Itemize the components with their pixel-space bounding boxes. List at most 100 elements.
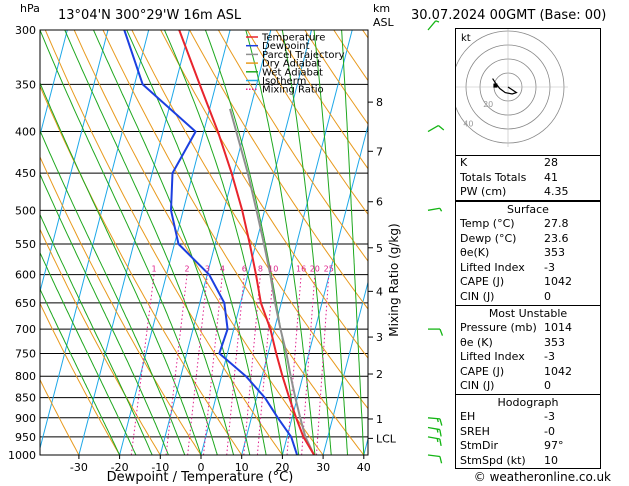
hodograph-table-title: Hodograph [497, 396, 559, 409]
dry-adiabat [40, 302, 121, 455]
wet-adiabat [40, 172, 169, 455]
wind-barb-flag [439, 207, 443, 212]
x-tick-label: -30 [70, 461, 88, 474]
legend-label: Dewpoint [262, 41, 310, 52]
wet-adiabat [40, 213, 153, 455]
wind-barb-flag [436, 438, 439, 443]
wet-adiabat [341, 30, 365, 455]
totals-totals-value: 41 [544, 170, 558, 184]
wind-barb-flag [439, 328, 444, 336]
totals-totals-label: Totals Totals [460, 170, 527, 184]
datetime-title: 30.07.2024 00GMT (Base: 00) [411, 8, 607, 23]
altitude-tick-label: 3 [376, 331, 383, 344]
altitude-tick-label: LCL [376, 432, 397, 445]
temperature-line [178, 30, 315, 455]
isotherm-line [241, 30, 353, 455]
hodograph-table: Hodograph EH -3 SREH -0 StmDir 97° StmSpd (… [455, 394, 601, 470]
copyright-link[interactable]: © weatheronline.co.uk [473, 470, 611, 484]
altitude-tick-label: 1 [376, 413, 383, 426]
legend-label: Isotherm [262, 76, 306, 87]
wind-barb [427, 207, 440, 211]
mixing-ratio-label: 4 [220, 265, 225, 274]
stmspd-label: StmSpd (kt) [460, 453, 526, 467]
mixing-ratio-label: 25 [324, 265, 334, 274]
x-tick-label: 30 [316, 461, 330, 474]
pressure-tick-label: 500 [15, 204, 36, 217]
x-tick-label: -20 [111, 461, 129, 474]
x-tick-label: 0 [198, 461, 205, 474]
mixing-ratio-label: 20 [310, 265, 320, 274]
mixing-ratio-label: 1 [152, 265, 157, 274]
surface-thetae-label: θe(K) [460, 246, 490, 260]
mu-li-value: -3 [544, 350, 555, 364]
mu-cape-label: CAPE (J) [460, 364, 505, 378]
surface-temp-value: 27.8 [544, 217, 569, 230]
x-axis-label: Dewpoint / Temperature (°C) [107, 470, 294, 485]
mixing-ratio-label: 8 [258, 265, 263, 274]
altitude-tick-label: 8 [376, 96, 383, 109]
mu-thetae-value: 353 [544, 335, 565, 349]
wind-barb [427, 20, 437, 31]
mu-pressure-value: 1014 [544, 321, 572, 334]
wind-barb-flag [435, 20, 440, 23]
pressure-tick-label: 750 [15, 347, 36, 360]
pressure-tick-label: 400 [15, 126, 36, 139]
wet-adiabat [40, 30, 218, 455]
isotherm-line [200, 30, 312, 455]
pw-label: PW (cm) [460, 185, 507, 199]
wet-adiabat [313, 30, 348, 455]
mixing-ratio-line [226, 274, 245, 455]
x-tick-label: 20 [275, 461, 289, 474]
surface-thetae-value: 353 [544, 246, 565, 260]
wet-adiabat [93, 30, 251, 455]
pressure-tick-label: 350 [15, 78, 36, 91]
dry-adiabat [131, 30, 368, 410]
pressure-tick-label: 850 [15, 392, 36, 405]
surface-li-value: -3 [544, 260, 555, 274]
indices-table: K 28 Totals Totals 41 PW (cm) 4.35 [455, 155, 601, 201]
dry-adiabat [40, 84, 243, 455]
wind-barb-flag [439, 429, 442, 437]
wet-adiabat [126, 30, 267, 455]
dry-adiabat [160, 30, 368, 359]
altitude-tick-label: 5 [376, 242, 383, 255]
isotherm-line [40, 30, 68, 137]
dry-adiabat [102, 30, 365, 455]
most-unstable-title: Most Unstable [488, 307, 568, 320]
pressure-tick-label: 800 [15, 370, 36, 383]
dry-adiabat [246, 30, 368, 216]
wet-adiabat [40, 287, 121, 455]
dry-adiabat [275, 30, 368, 170]
mu-pressure-label: Pressure (mb) [460, 321, 537, 334]
plot-frame [39, 29, 369, 456]
mu-cape-value: 1042 [544, 364, 572, 378]
surface-cin-label: CIN (J) [460, 289, 495, 303]
wet-adiabat [245, 30, 316, 455]
asl-label: ASL [373, 16, 394, 29]
legend-label: Mixing Ratio [262, 85, 324, 96]
dry-adiabat [189, 30, 368, 310]
wind-barb-flag [436, 428, 439, 433]
most-unstable-table: Most Unstable Pressure (mb) 1014 θe (K) 35… [455, 305, 601, 395]
wind-barb-flag [436, 418, 439, 423]
sreh-label: SREH [460, 424, 490, 438]
surface-cape-value: 1042 [544, 275, 572, 289]
location-title: 13°04'N 300°29'W 16m ASL [58, 8, 242, 23]
mu-li-label: Lifted Index [460, 350, 525, 364]
dry-adiabat [217, 30, 368, 262]
isotherm-line [159, 30, 272, 455]
x-tick-label: -10 [151, 461, 169, 474]
isotherm-line [78, 30, 190, 455]
wet-adiabat [40, 129, 186, 455]
wet-adiabat [164, 30, 283, 455]
x-tick-label: 40 [357, 461, 371, 474]
surface-table: Surface Temp (°C) 27.8 Dewp (°C) 23.6 θe(K… [455, 201, 601, 306]
mu-cin-label: CIN (J) [460, 379, 495, 393]
mixing-ratio-label: 6 [242, 265, 247, 274]
hodograph-ring-label: 20 [483, 100, 493, 109]
km-label: km [373, 2, 391, 15]
k-index-value: 28 [544, 156, 558, 169]
wind-barb-flag [439, 418, 443, 426]
wind-barb [427, 436, 440, 440]
